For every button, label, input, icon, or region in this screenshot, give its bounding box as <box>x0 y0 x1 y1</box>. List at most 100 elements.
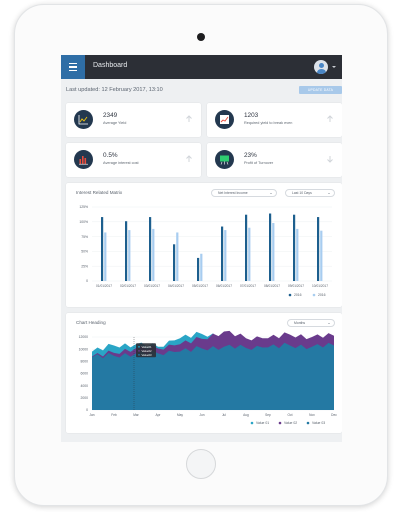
home-button[interactable] <box>186 449 216 479</box>
bar <box>101 217 104 281</box>
x-tick-label: 05/01/2017 <box>192 284 208 288</box>
months-dropdown[interactable]: Months <box>287 319 335 327</box>
range-dropdown[interactable]: Last 10 Days <box>285 189 335 197</box>
bar-chart-icon <box>74 150 93 169</box>
tooltip-swatch <box>138 346 140 348</box>
bar <box>248 227 251 281</box>
tooltip-swatch <box>138 350 140 352</box>
y-tick-label: 75% <box>81 235 88 239</box>
bar <box>269 213 272 281</box>
stat-value: 23% <box>244 152 257 159</box>
legend-swatch <box>312 293 316 297</box>
arrow-up-icon <box>327 115 333 122</box>
chevron-down-icon <box>270 193 272 194</box>
area-series <box>92 342 334 410</box>
x-tick-label: Jan <box>89 413 94 417</box>
bar <box>245 214 248 281</box>
stat-card-break-even: 1203 Required yield to break even <box>207 103 342 137</box>
menu-button[interactable] <box>61 55 85 79</box>
legend-label: Value 03 <box>312 421 325 425</box>
bar <box>125 221 128 281</box>
stat-value: 0.5% <box>103 152 118 159</box>
tooltip-label: Value03 <box>142 353 153 357</box>
bar <box>320 230 323 281</box>
stat-label: Profit of Turnover <box>244 161 274 165</box>
legend-swatch <box>306 421 310 425</box>
x-tick-label: Nov <box>309 413 315 417</box>
stat-label: Average interest cost <box>103 161 139 165</box>
panel-title: Chart Heading <box>76 320 106 325</box>
x-tick-label: Apr <box>156 413 162 417</box>
hamburger-icon <box>69 62 77 72</box>
y-tick-label: 12000 <box>79 335 89 339</box>
tooltip-label: Value01 <box>142 345 153 349</box>
x-tick-label: 02/01/2017 <box>120 284 136 288</box>
legend-swatch <box>250 421 254 425</box>
bar <box>221 226 224 281</box>
bar <box>200 253 203 281</box>
x-tick-label: Jun <box>199 413 204 417</box>
x-tick-label: 07/01/2017 <box>240 284 256 288</box>
stat-value: 2349 <box>103 112 118 119</box>
camera <box>197 33 205 41</box>
y-tick-label: 0 <box>86 279 88 283</box>
bar <box>104 232 107 281</box>
x-tick-label: Oct <box>288 413 293 417</box>
x-tick-label: 03/01/2017 <box>144 284 160 288</box>
x-tick-label: Dec <box>331 413 337 417</box>
x-tick-label: 08/01/2017 <box>264 284 280 288</box>
y-tick-label: 100% <box>79 220 88 224</box>
legend-swatch <box>288 293 292 297</box>
stat-card-profit-turnover: 23% Profit of Turnover <box>207 143 342 177</box>
x-tick-label: 09/01/2017 <box>288 284 304 288</box>
y-tick-label: 8000 <box>80 360 88 364</box>
legend-label: 2016 <box>294 293 302 297</box>
stat-value: 1203 <box>244 112 259 119</box>
screen: Dashboard Last updated: 12 February 2017… <box>61 55 342 442</box>
legend-label: 2016 <box>318 293 326 297</box>
dropdown-value: Last 10 Days <box>292 191 312 195</box>
x-tick-label: 10/01/2017 <box>312 284 328 288</box>
area-chart-panel: Chart Heading Months 0 2000 4000 6000 8000 10… <box>66 313 342 433</box>
y-tick-label: 6000 <box>80 372 88 376</box>
bar <box>317 217 320 281</box>
y-tick-label: 0 <box>86 408 88 412</box>
x-tick-label: Mar <box>133 413 139 417</box>
x-tick-label: May <box>177 413 183 417</box>
y-tick-label: 50% <box>81 250 88 254</box>
update-data-button[interactable]: UPDATE DATA <box>299 86 342 94</box>
x-tick-label: Feb <box>111 413 117 417</box>
interest-filter-dropdown[interactable]: Net Interest Income <box>211 189 277 197</box>
page-title: Dashboard <box>93 62 128 69</box>
x-tick-label: Jul <box>222 413 226 417</box>
last-updated-text: Last updated: 12 February 2017, 13:10 <box>66 87 163 93</box>
stat-card-interest-cost: 0.5% Average interest cost <box>66 143 201 177</box>
x-tick-label: 04/01/2017 <box>168 284 184 288</box>
dropdown-value: Months <box>294 321 306 325</box>
dropdown-value: Net Interest Income <box>218 191 248 195</box>
x-tick-label: 01/01/2017 <box>96 284 112 288</box>
chevron-down-icon[interactable] <box>332 66 336 68</box>
arrow-up-icon <box>186 115 192 122</box>
yield-chart-icon <box>74 110 93 129</box>
legend-label: Value 01 <box>256 421 269 425</box>
arrow-down-icon <box>327 156 333 163</box>
bar <box>272 222 275 281</box>
legend-swatch <box>278 421 282 425</box>
y-tick-label: 25% <box>81 264 88 268</box>
chevron-down-icon <box>328 323 330 324</box>
presentation-icon <box>215 150 234 169</box>
bar <box>173 244 176 281</box>
avatar[interactable] <box>314 60 328 74</box>
panel-title: Interest Related Matrix <box>76 190 123 195</box>
stat-card-average-yield: 2349 Average Yield <box>66 103 201 137</box>
chevron-down-icon <box>328 193 330 194</box>
arrow-up-icon <box>186 155 192 162</box>
interest-matrix-panel: Interest Related Matrix Net Interest Inc… <box>66 183 342 307</box>
top-bar: Dashboard <box>61 55 342 79</box>
legend-label: Value 02 <box>284 421 297 425</box>
bar <box>152 228 155 281</box>
x-tick-label: Aug <box>243 413 249 417</box>
y-tick-label: 10000 <box>79 347 89 351</box>
tooltip <box>136 343 156 358</box>
